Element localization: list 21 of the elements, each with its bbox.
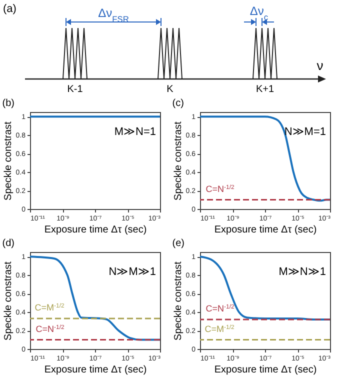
category-label: K+1 — [256, 84, 274, 95]
x-axis-title: Exposure time Δτ (sec) — [214, 364, 316, 376]
annotation: M≫N=1 — [114, 126, 156, 138]
annotation: M≫N≫1 — [278, 266, 326, 278]
text: (a) — [3, 3, 16, 15]
category-label: K — [166, 84, 174, 95]
y-axis-title: Speckle constrast — [172, 121, 184, 200]
y-axis-title: Speckle constrast — [2, 261, 14, 340]
annotation: N≫M=1 — [284, 126, 326, 138]
y-axis-title: Speckle constrast — [2, 121, 14, 200]
chart-title: (c) — [172, 98, 184, 109]
text: ν — [316, 58, 324, 73]
x-axis-title: Exposure time Δτ (sec) — [44, 224, 147, 236]
x-axis-title: Exposure time Δτ (sec) — [214, 224, 316, 236]
chart-title: (b) — [2, 98, 15, 109]
chart-title: (d) — [2, 238, 15, 249]
y-axis-title: Speckle constrast — [172, 261, 184, 340]
annotation: N≫M≫1 — [108, 266, 156, 278]
category-label: K-1 — [67, 84, 84, 95]
x-axis-title: Exposure time Δτ (sec) — [44, 364, 147, 376]
chart-title: (e) — [172, 238, 184, 249]
